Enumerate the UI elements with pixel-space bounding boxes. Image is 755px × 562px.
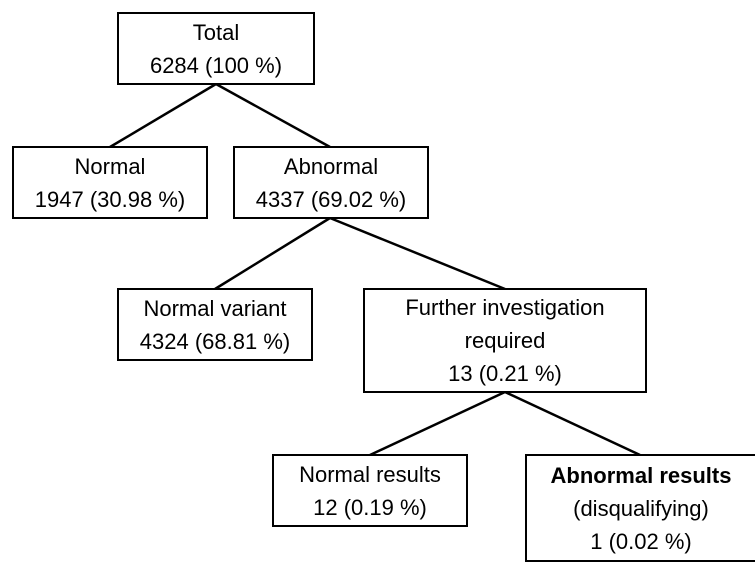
node-abnormal-results-label: Abnormal results [550, 462, 732, 488]
node-normal-variant: Normal variant 4324 (68.81 %) [117, 288, 313, 361]
edge-total-abnormal [215, 82, 331, 149]
edge-further-normal-results [369, 390, 506, 457]
node-abnormal-value: 4337 (69.02 %) [255, 186, 407, 212]
edge-abnormal-further [329, 216, 506, 291]
node-normal-variant-label: Normal variant [143, 295, 287, 321]
node-total: Total 6284 (100 %) [117, 12, 315, 85]
edge-abnormal-normal-variant [214, 216, 331, 291]
node-further-label-line1: Further investigation [405, 295, 605, 320]
node-normal-results-label: Normal results [299, 461, 441, 487]
node-abnormal-results-sublabel: (disqualifying) [573, 495, 709, 521]
node-abnormal: Abnormal 4337 (69.02 %) [233, 146, 429, 219]
node-normal-results-value: 12 (0.19 %) [313, 494, 427, 520]
node-further-investigation: Further investigation required 13 (0.21 … [363, 288, 647, 393]
node-normal-label: Normal [74, 153, 146, 179]
node-normal-value: 1947 (30.98 %) [34, 186, 186, 212]
node-abnormal-results: Abnormal results (disqualifying) 1 (0.02… [525, 454, 755, 562]
node-normal-variant-value: 4324 (68.81 %) [139, 328, 291, 354]
node-abnormal-results-value: 1 (0.02 %) [590, 528, 692, 554]
edge-total-normal [109, 82, 217, 149]
node-total-label: Total [192, 19, 240, 45]
edge-further-abnormal-results [504, 390, 641, 457]
node-further-label-line2: required [464, 328, 546, 353]
node-normal: Normal 1947 (30.98 %) [12, 146, 208, 219]
node-abnormal-label: Abnormal [283, 153, 379, 179]
node-normal-results: Normal results 12 (0.19 %) [272, 454, 468, 527]
node-further-value: 13 (0.21 %) [448, 361, 562, 386]
node-total-value: 6284 (100 %) [149, 52, 283, 78]
